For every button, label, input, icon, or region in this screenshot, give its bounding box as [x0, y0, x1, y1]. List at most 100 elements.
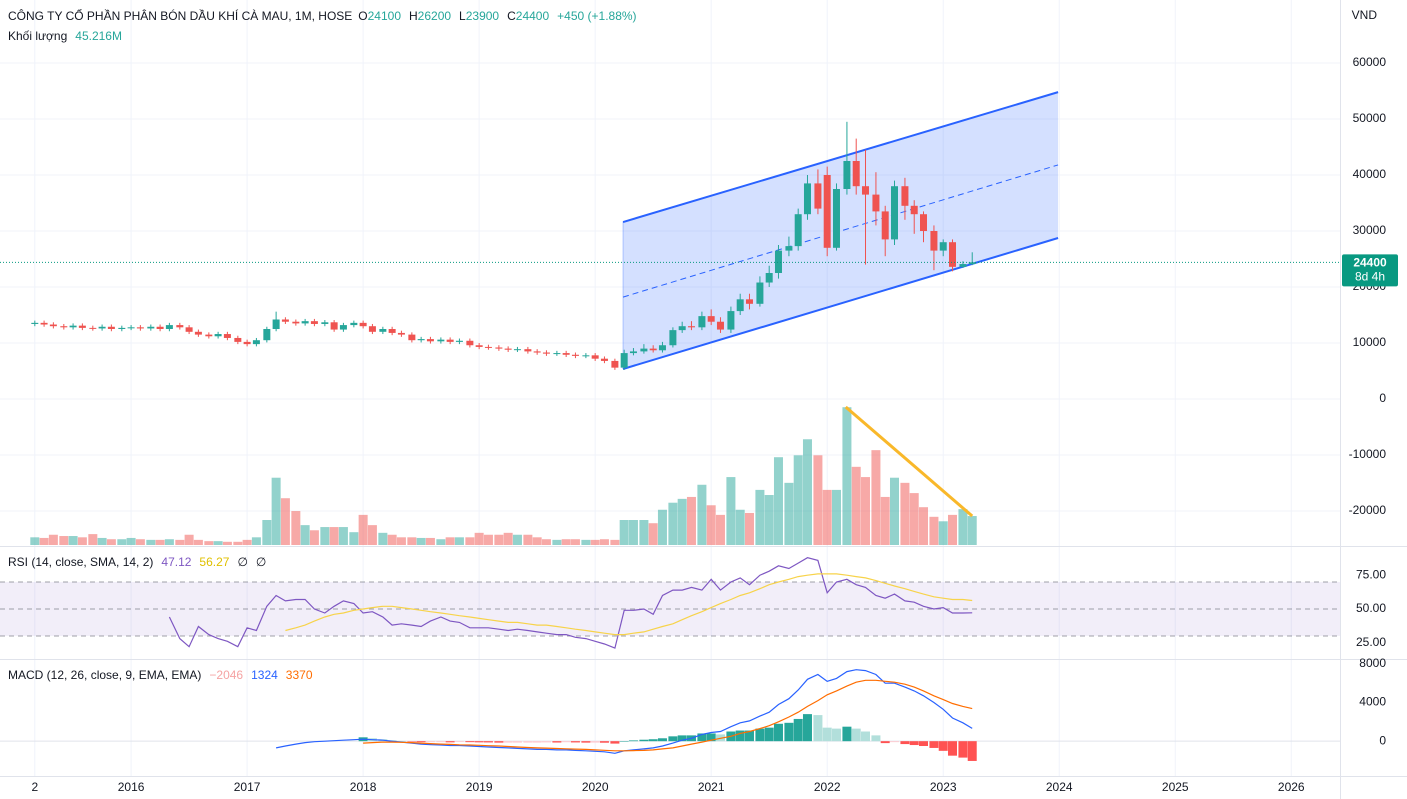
macd-histogram-bar: [880, 741, 890, 744]
macd-histogram-bar: [889, 741, 899, 743]
volume-bar: [175, 539, 185, 545]
ohlc-label: H: [409, 9, 418, 23]
volume-bar: [117, 539, 127, 545]
volume-bar: [503, 532, 513, 545]
macd-histogram-bar: [784, 722, 794, 742]
candle-body: [669, 330, 677, 346]
volume-bar: [454, 537, 464, 545]
candle-body: [524, 349, 532, 352]
macd-histogram-bar: [639, 739, 649, 742]
volume-bar: [222, 541, 232, 545]
candle-body: [533, 351, 541, 353]
volume-bar: [967, 516, 977, 545]
volume-value: 45.216M: [75, 29, 122, 43]
macd-histogram-bar: [697, 733, 707, 742]
volume-bar: [948, 514, 958, 545]
volume-bar: [668, 502, 678, 545]
volume-bar: [358, 514, 368, 545]
volume-bar: [715, 514, 725, 545]
x-tick-label: 2019: [466, 780, 493, 794]
volume-bar: [552, 539, 562, 545]
macd-histogram-bar: [465, 741, 475, 743]
candle-body: [852, 161, 860, 187]
candle-body: [194, 331, 202, 335]
rsi-tick-label: 75.00: [1356, 567, 1386, 581]
candle-body: [832, 189, 840, 248]
macd-histogram-bar: [610, 741, 620, 744]
rsi-tick-label: 25.00: [1356, 635, 1386, 649]
y-tick-label: 40000: [1353, 167, 1387, 181]
macd-histogram-bar: [416, 741, 426, 743]
volume-bar: [126, 537, 136, 545]
candle-body: [513, 349, 521, 351]
macd-histogram-bar: [744, 730, 754, 742]
y-tick-label: 10000: [1353, 335, 1387, 349]
volume-bar: [697, 484, 707, 545]
candle-body: [107, 326, 115, 330]
candle-body: [118, 327, 126, 330]
volume-bar: [378, 532, 388, 545]
macd-histogram-bar: [474, 741, 484, 743]
candle-body: [31, 322, 39, 324]
candle-body: [919, 214, 927, 232]
candle-body: [678, 326, 686, 331]
trendline: [844, 405, 974, 518]
candle-body: [687, 326, 695, 328]
volume-bar: [155, 539, 165, 545]
volume-bar: [657, 509, 667, 545]
candle-body: [542, 352, 550, 354]
candle-body: [426, 339, 434, 342]
volume-bar: [396, 537, 406, 545]
macd-header-value: 1324: [251, 668, 278, 682]
candle-body: [707, 316, 715, 322]
rsi-line: [285, 573, 973, 636]
macd-histogram-bar: [599, 741, 609, 743]
ohlc-value: 24100: [368, 9, 402, 23]
candle-body: [901, 186, 909, 206]
volume-bar: [68, 536, 78, 545]
volume-bar: [773, 457, 783, 545]
volume-bar: [648, 523, 658, 545]
candle-body: [69, 325, 77, 328]
macd-histogram-bar: [541, 741, 551, 743]
candle-body: [78, 325, 86, 328]
candle-body: [379, 329, 387, 332]
candle-body: [553, 353, 561, 355]
volume-bar: [851, 466, 861, 545]
candle-body: [745, 299, 753, 304]
volume-bar: [271, 477, 281, 545]
ohlc-label: C: [507, 9, 516, 23]
macd-histogram-bar: [619, 741, 629, 742]
candle-body: [562, 353, 570, 355]
volume-bar: [39, 537, 49, 545]
macd-histogram-bar: [445, 741, 455, 743]
ohlc-value: 26200: [418, 9, 452, 23]
volume-bar: [387, 534, 397, 545]
candle-body: [417, 339, 425, 341]
ohlc-value: 24400: [516, 9, 550, 23]
currency-label: VND: [1352, 8, 1378, 22]
volume-bar: [590, 539, 600, 545]
volume-bar: [860, 477, 870, 545]
volume-bar: [581, 539, 591, 545]
macd-histogram-bar: [900, 741, 910, 745]
price-tag-value: 24400: [1353, 256, 1387, 270]
macd-tick-label: 8000: [1359, 656, 1386, 670]
candle-body: [243, 341, 251, 345]
candle-body: [504, 348, 512, 350]
volume-bar: [262, 520, 272, 545]
candle-body: [185, 327, 193, 332]
macd-histogram-bar: [822, 727, 832, 742]
x-tick-label: 2022: [814, 780, 841, 794]
volume-bar: [744, 512, 754, 545]
x-tick-label: 2025: [1162, 780, 1189, 794]
candle-body: [281, 319, 289, 322]
volume-bar: [880, 496, 890, 545]
volume-bar: [512, 534, 522, 545]
candle-body: [446, 339, 454, 342]
candle-body: [388, 329, 396, 333]
candle-body: [968, 262, 976, 265]
volume-bar: [184, 534, 194, 545]
volume-bar: [146, 539, 156, 545]
